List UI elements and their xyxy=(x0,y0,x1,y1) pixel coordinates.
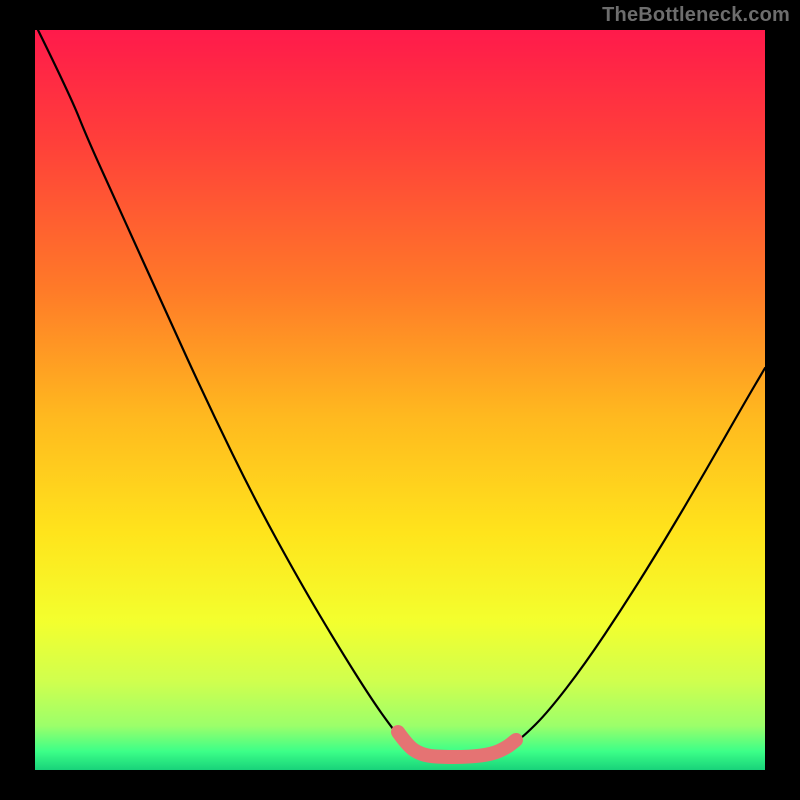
plot-gradient-background xyxy=(35,30,765,770)
chart-svg xyxy=(0,0,800,800)
watermark-text: TheBottleneck.com xyxy=(602,4,790,27)
chart-stage: TheBottleneck.com xyxy=(0,0,800,800)
